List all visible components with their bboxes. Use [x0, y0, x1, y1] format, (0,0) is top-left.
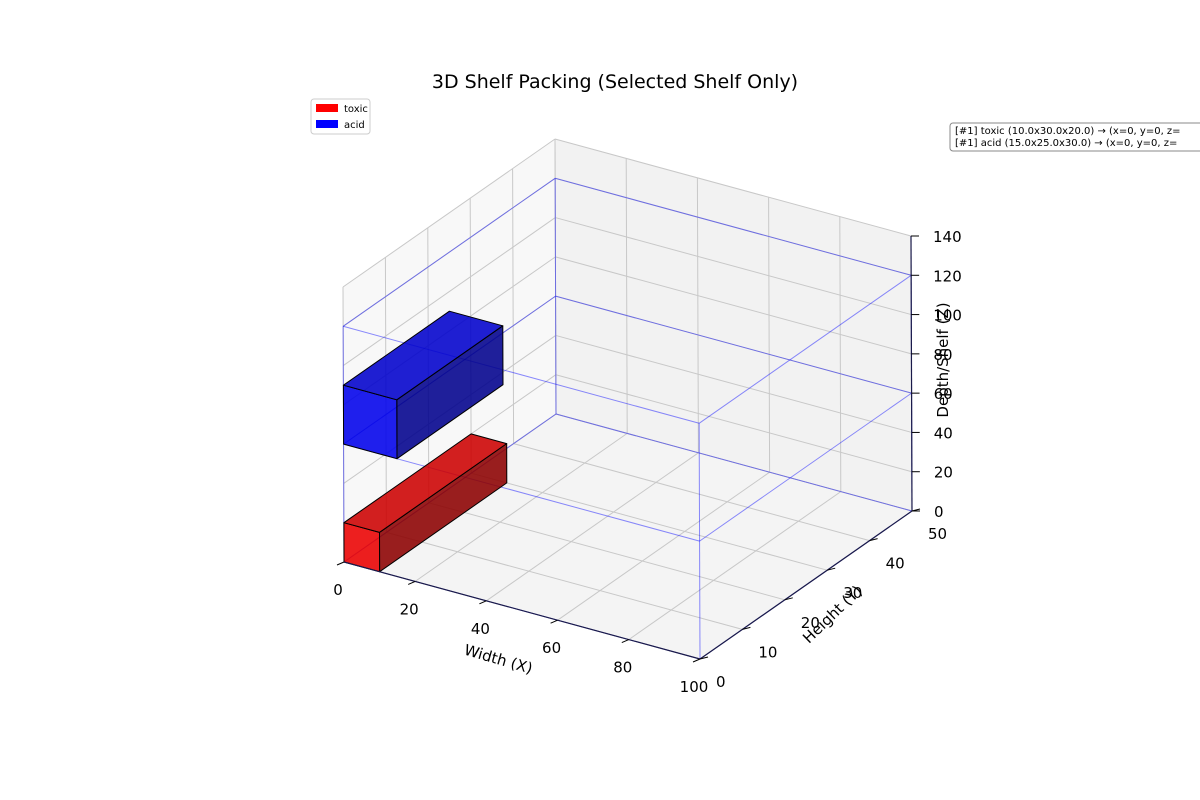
y-tick-mark	[699, 656, 709, 660]
x-tick-mark	[692, 658, 701, 663]
grid-line-x-back	[625, 158, 628, 434]
legend-swatch-toxic	[316, 104, 338, 112]
y-tick-label: 50	[928, 525, 947, 543]
x-tick-label: 100	[680, 678, 709, 696]
grid-line-z-side	[342, 177, 556, 327]
shelf-frame-edge	[555, 413, 913, 512]
grid-line-x-floor	[414, 432, 628, 582]
grid-line-z-back	[555, 177, 912, 276]
grid-line-x-floor	[486, 452, 699, 602]
x-tick-label: 20	[400, 600, 419, 618]
grid-line-y-floor	[513, 443, 870, 542]
annotation-line-acid: [#1] acid (15.0x25.0x30.0) → (x=0, y=0, …	[955, 138, 1177, 149]
y-tick-mark	[742, 626, 751, 630]
z-tick-label: 140	[933, 228, 962, 246]
y-tick-label: 40	[886, 555, 905, 573]
box-toxic	[343, 433, 508, 573]
placement-annotation: [#1] toxic (10.0x30.0x20.0) → (x=0, y=0,…	[949, 122, 1200, 152]
grid-line-y-floor	[471, 472, 828, 571]
y-tick-mark	[827, 567, 836, 571]
grid-line-z-back	[554, 138, 912, 237]
x-tick-label: 80	[613, 659, 632, 677]
shelf-frame-post	[698, 423, 701, 660]
x-tick-label: 40	[471, 620, 490, 638]
z-tick-label: 60	[934, 385, 953, 403]
grid-line-x-back	[696, 177, 699, 453]
z-axis-label: Depth/Shelf (Z)	[934, 302, 952, 417]
legend-label-acid: acid	[344, 120, 365, 131]
grid-line-z-back	[555, 217, 912, 316]
box-acid	[342, 310, 504, 460]
legend-swatch-acid	[316, 120, 338, 128]
y-tick-label: 10	[758, 643, 777, 661]
z-tick-label: 80	[933, 346, 952, 364]
shelf-frame-edge	[699, 392, 912, 542]
grid-line-y-side	[554, 138, 557, 415]
shelf-frame-post	[554, 178, 557, 415]
shelf-frame-edge	[342, 177, 556, 327]
x-tick-mark	[479, 600, 487, 605]
grid-line-y-floor	[428, 502, 785, 601]
y-tick-mark	[869, 538, 878, 542]
y-tick-mark	[784, 597, 793, 601]
box-acid-top-face	[342, 310, 504, 401]
z-tick-label: 0	[934, 503, 944, 521]
grid-line-z-back	[555, 374, 912, 473]
x-tick-label: 0	[333, 581, 343, 599]
grid-line-z-back	[555, 256, 912, 355]
x-axis-label: Width (X)	[462, 641, 535, 678]
back-pane	[555, 139, 912, 511]
legend: toxic acid	[310, 98, 371, 135]
annotation-line-toxic: [#1] toxic (10.0x30.0x20.0) → (x=0, y=0,…	[955, 126, 1181, 137]
grid-line-z-back	[555, 295, 912, 394]
y-tick-label: 20	[801, 614, 820, 632]
z-tick-label: 120	[933, 267, 962, 285]
data-boxes	[342, 310, 508, 573]
x-tick-mark	[621, 639, 629, 644]
y-tick-label: 30	[843, 584, 862, 602]
y-tick-label: 0	[716, 673, 726, 691]
chart-title: 3D Shelf Packing (Selected Shelf Only)	[432, 71, 798, 93]
x-tick-mark	[550, 619, 558, 624]
grid-line-x-floor	[628, 491, 842, 641]
y-axis-line	[699, 510, 913, 660]
shelf-frame-edge	[343, 443, 700, 542]
grid-line-x-back	[768, 197, 771, 473]
z-axis-line	[910, 235, 913, 512]
grid-line-z-back	[555, 334, 912, 433]
shelf-frame-edge	[343, 325, 700, 424]
x-axis-line	[343, 561, 701, 660]
x-tick-mark	[408, 580, 416, 585]
grid-line-y-side	[512, 168, 515, 444]
legend-label-toxic: toxic	[344, 104, 368, 115]
grid-line-y-floor	[386, 531, 743, 630]
box-toxic-top-face	[343, 433, 508, 533]
z-tick-label: 100	[933, 307, 962, 325]
x-tick-mark	[336, 561, 345, 566]
annotation-frame	[949, 122, 1200, 152]
grid-line-x-floor	[557, 471, 770, 621]
grid-line-z-back	[555, 413, 913, 512]
z-tick-label: 20	[934, 464, 953, 482]
x-tick-label: 60	[542, 639, 561, 657]
shelf-frame-edge	[555, 177, 912, 276]
z-tick-label: 40	[934, 424, 953, 442]
tick-labels: 0 20 40 60 80 100 0 10 20 30 40 50 0 20 40 60 80 100 120 14…	[333, 228, 962, 696]
grid-line-z-side	[342, 138, 556, 288]
grid-line-x-back	[839, 216, 842, 492]
grid-line-z-side	[342, 217, 556, 366]
shelf-frame-edge	[698, 274, 912, 424]
axes	[336, 235, 921, 663]
shelf-frame-edge	[555, 295, 912, 394]
